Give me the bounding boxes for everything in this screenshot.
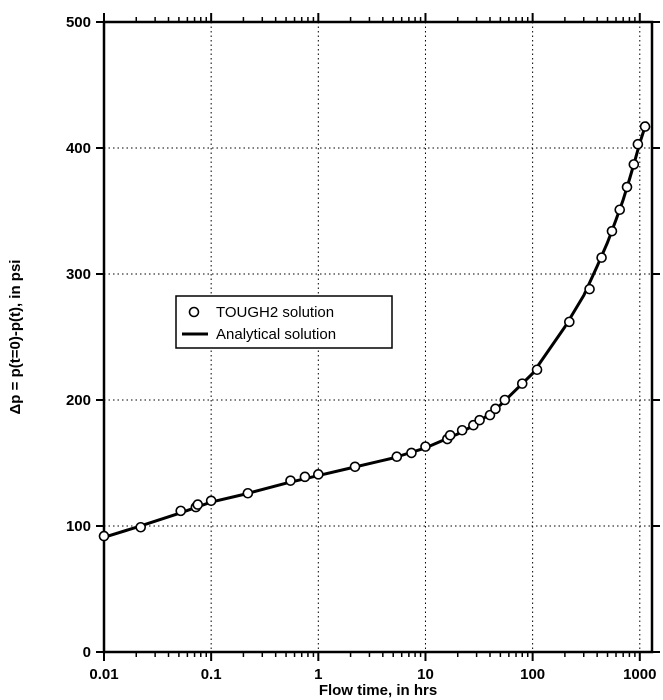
tough2-data-point	[391, 451, 403, 463]
tough2-data-point	[632, 138, 644, 150]
y-tick-label: 200	[66, 392, 91, 409]
y-tick-label: 300	[66, 266, 91, 283]
legend-circle-icon	[188, 306, 200, 318]
tough2-data-point	[98, 530, 110, 542]
y-tick-label: 400	[66, 140, 91, 157]
x-tick-label: 1	[314, 666, 322, 683]
tough2-data-point	[584, 283, 595, 295]
tough2-data-point	[474, 414, 485, 426]
tough2-data-point	[639, 121, 651, 132]
tough2-data-point	[299, 471, 311, 483]
y-tick-label: 100	[66, 518, 91, 535]
y-tick-label: 500	[66, 14, 91, 31]
tough2-data-point	[205, 495, 217, 507]
tough2-data-point	[313, 469, 324, 480]
x-tick-label: 0.01	[89, 666, 118, 683]
tough2-data-point	[490, 403, 501, 415]
tough2-data-point	[285, 475, 296, 486]
tough2-data-point	[349, 461, 361, 473]
minor-ticks	[135, 17, 636, 657]
tough2-data-point	[621, 181, 633, 193]
tough2-data-point	[596, 252, 607, 263]
x-tick-label: 1000	[623, 666, 656, 683]
plot-frame	[102, 20, 654, 654]
x-tick-label: 100	[520, 666, 545, 683]
tough2-data-point	[406, 447, 417, 459]
legend-label: Analytical solution	[216, 326, 336, 343]
tough2-data-point	[444, 429, 456, 441]
tough2-data-point	[628, 159, 640, 170]
tough2-data-point	[499, 394, 511, 406]
tough2-data-point	[420, 441, 431, 452]
tough2-data-point	[606, 225, 618, 237]
tough2-data-point	[135, 521, 146, 533]
y-axis-title: Δp = p(t=0)-p(t), in psi	[7, 260, 24, 415]
series-layer	[98, 121, 651, 542]
tough2-data-point	[456, 424, 468, 436]
tough2-data-point	[242, 487, 254, 499]
tough2-data-point	[175, 505, 187, 517]
legend: TOUGH2 solution Analytical solution	[175, 295, 393, 349]
legend-label: TOUGH2 solution	[216, 304, 334, 321]
major-ticks	[96, 13, 660, 661]
x-axis-title: Flow time, in hrs	[319, 682, 437, 699]
x-tick-label: 10	[417, 666, 434, 683]
y-tick-labels: 0 100 200 300 400 500	[66, 14, 91, 661]
legend-box	[175, 295, 393, 349]
tough2-data-point	[192, 499, 204, 510]
tough2-data-point	[516, 378, 528, 389]
tough2-data-point	[614, 204, 626, 216]
x-tick-labels: 0.01 0.1 1 10 100 1000	[89, 666, 656, 683]
tough2-data-point	[564, 316, 575, 328]
tough2-data-point	[531, 364, 543, 376]
y-tick-label: 0	[83, 644, 91, 661]
x-tick-label: 0.1	[201, 666, 222, 683]
